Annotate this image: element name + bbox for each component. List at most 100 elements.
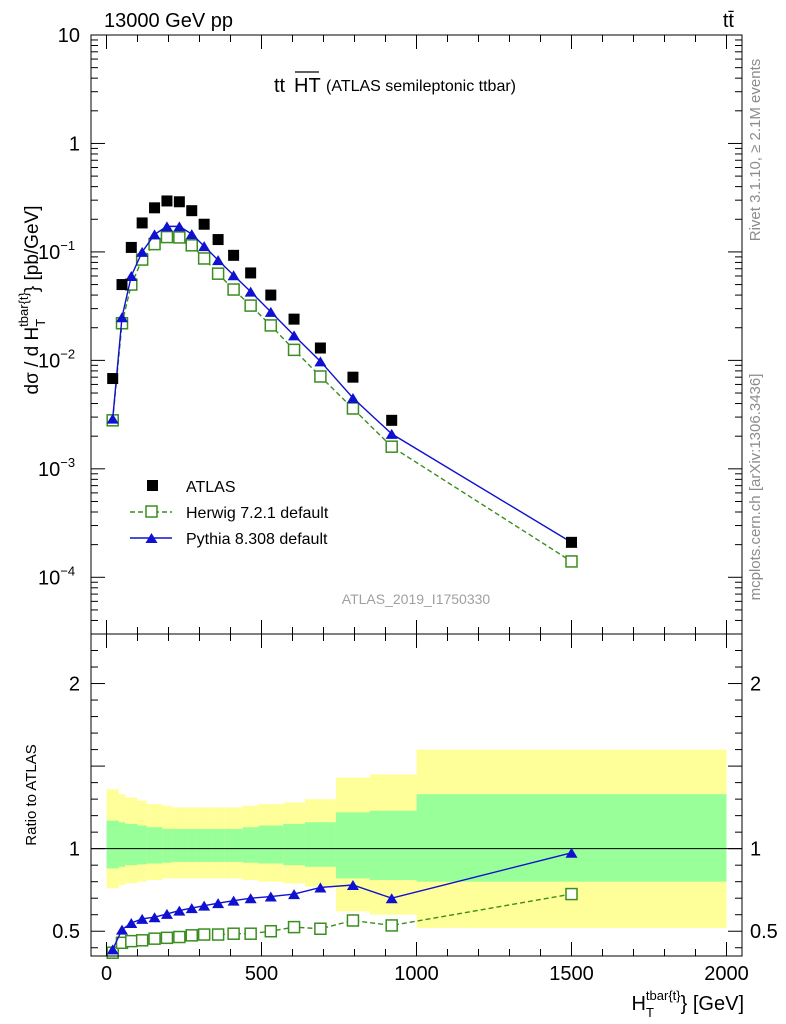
process-label: tt̄ xyxy=(723,10,735,32)
atlas-point xyxy=(288,313,300,325)
legend-pythia-marker xyxy=(145,533,158,543)
x-tick-label: 1500 xyxy=(549,963,594,985)
inner-band-segment xyxy=(416,794,727,882)
pythia-point xyxy=(288,330,301,341)
herwig-point xyxy=(244,299,257,312)
ratio-y-tick-label: 0.5 xyxy=(52,921,80,943)
xlabel-sub: T xyxy=(646,1005,654,1020)
pythia-ratio-point xyxy=(173,905,186,916)
pythia-point xyxy=(185,229,198,240)
atlas-point xyxy=(186,205,198,217)
xlabel-sup: tbar{t} xyxy=(646,988,681,1003)
x-tick-label: 2000 xyxy=(704,963,749,985)
x-tick-label: 0 xyxy=(101,963,112,985)
main-panel: 10 1 10−1 10−2 10−3 10−4 tt HT (ATLAS semilep… xyxy=(16,25,743,635)
ratio-y-tick-label: 2 xyxy=(69,674,80,696)
x-tick-label: 500 xyxy=(245,963,278,985)
atlas-point xyxy=(125,241,137,253)
inner-band-segment xyxy=(125,823,138,866)
pythia-ratio-point xyxy=(385,893,398,904)
herwig-point xyxy=(197,252,211,265)
herwig-ratio-point xyxy=(287,920,301,934)
rivet-version-label: Rivet 3.1.10, ≥ 2.1M events xyxy=(747,59,764,242)
herwig-ratio-point xyxy=(160,931,174,945)
ratio-y-tick-label-right: 1 xyxy=(750,839,761,861)
ratio-plot-area xyxy=(106,847,578,959)
atlas-point xyxy=(107,373,119,385)
x-axis-label: HTtbar{t}} [GeV] xyxy=(632,988,744,1020)
x-axis: 0 500 1000 1500 2000 xyxy=(101,634,749,985)
inner-band-segment xyxy=(304,822,336,867)
main-title: tt HT (ATLAS semileptonic ttbar) xyxy=(274,71,516,97)
inner-band-segment xyxy=(224,828,243,862)
pythia-point xyxy=(346,392,359,403)
herwig-ratio-point xyxy=(244,927,257,940)
inner-band-segment xyxy=(171,828,188,862)
ylabel-part-b: } [pb/GeV] xyxy=(22,206,43,293)
herwig-point xyxy=(287,343,301,357)
inner-band-segment xyxy=(196,828,212,862)
pythia-ratio-point xyxy=(227,895,240,906)
herwig-ratio-point xyxy=(346,914,360,927)
herwig-point xyxy=(385,440,398,453)
herwig-ratio-point xyxy=(211,928,225,941)
inner-band-segment xyxy=(162,828,172,863)
pythia-point xyxy=(198,241,211,252)
herwig-ratio-point xyxy=(125,934,138,948)
x-tick-label: 1000 xyxy=(394,963,439,985)
title-overline: HT xyxy=(294,75,321,97)
herwig-ratio-point xyxy=(148,932,161,945)
main-y-tick-label: 10 xyxy=(58,25,80,47)
herwig-ratio-point xyxy=(565,887,578,901)
main-y-tick-label: 10−2 xyxy=(38,346,75,372)
inner-band-segment xyxy=(118,822,126,867)
inner-band-segment xyxy=(370,810,417,881)
atlas-point xyxy=(347,371,359,383)
ylabel-sup: tbar{t} xyxy=(16,291,31,326)
title-main: tt xyxy=(274,75,286,97)
pythia-ratio-point xyxy=(148,912,161,923)
ratio-y-tick-label-right: 2 xyxy=(750,674,761,696)
energy-label: 13000 GeV pp xyxy=(104,10,233,32)
herwig-ratio-point xyxy=(185,929,198,942)
inner-band-segment xyxy=(187,828,197,862)
pythia-point xyxy=(212,255,225,266)
inner-band-segment xyxy=(283,823,305,866)
herwig-ratio-point xyxy=(173,930,186,944)
pythia-ratio-point xyxy=(288,889,301,900)
atlas-point xyxy=(566,536,577,548)
ratio-y-tick-label: 1 xyxy=(69,839,80,861)
herwig-point xyxy=(565,555,578,568)
ratio-y-axis: 0.5 0.5 1 1 2 2 xyxy=(52,650,778,949)
herwig-point xyxy=(346,402,360,415)
pythia-ratio-point xyxy=(160,908,173,919)
legend-atlas-label: ATLAS xyxy=(186,479,236,496)
herwig-ratio-point xyxy=(314,922,327,936)
atlas-point xyxy=(314,342,326,354)
pythia-point xyxy=(264,306,277,317)
analysis-label: ATLAS_2019_I1750330 xyxy=(342,591,491,607)
main-y-tick-label: 10−4 xyxy=(38,563,75,589)
atlas-point xyxy=(245,267,257,279)
legend: ATLAS Herwig 7.2.1 default Pythia 8.308 … xyxy=(130,479,329,548)
rivet-text: Rivet 3.1.10, ≥ 2.1M events xyxy=(747,59,764,242)
pythia-point xyxy=(125,270,138,281)
inner-band-segment xyxy=(137,825,147,865)
ratio-y-label: Ratio to ATLAS xyxy=(23,744,40,845)
pythia-point xyxy=(173,221,186,232)
legend-herwig-marker xyxy=(145,505,158,518)
herwig-point xyxy=(173,231,186,244)
legend-herwig-label: Herwig 7.2.1 default xyxy=(186,505,329,522)
pythia-ratio-point xyxy=(116,924,128,935)
main-y-tick-label: 10−3 xyxy=(38,455,75,481)
inner-band-segment xyxy=(335,812,370,879)
herwig-ratio-point xyxy=(227,927,240,940)
atlas-point xyxy=(198,218,210,230)
herwig-point xyxy=(211,267,225,280)
pythia-ratio-point xyxy=(244,893,257,904)
main-y-tick-label: 10−1 xyxy=(38,238,75,264)
pythia-ratio-point xyxy=(314,882,327,893)
herwig-point xyxy=(314,370,327,383)
atlas-point xyxy=(149,202,161,214)
